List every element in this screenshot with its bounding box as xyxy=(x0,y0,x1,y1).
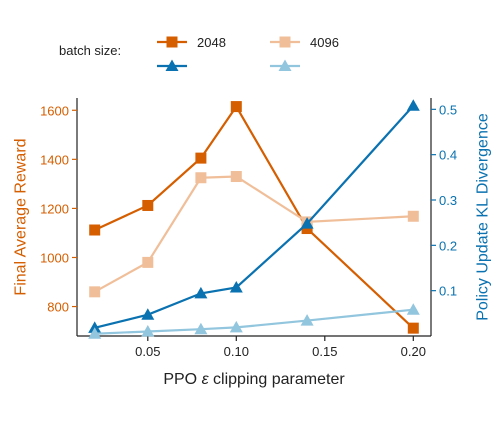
y-left-tick-label: 800 xyxy=(47,300,69,315)
legend-4096-kl-marker xyxy=(278,59,292,71)
series-reward-4096-point xyxy=(142,256,154,268)
series-reward-4096-point xyxy=(195,172,207,184)
series-kl-2048-point xyxy=(88,321,102,333)
series-kl-2048-point xyxy=(141,308,155,320)
series-kl-2048-point xyxy=(229,280,243,293)
legend-label-2048: 2048 xyxy=(197,35,226,50)
series-reward-4096-line xyxy=(94,175,414,293)
y-axis-left-label: Final Average Reward xyxy=(13,138,30,295)
y-left-tick-label: 1600 xyxy=(40,103,69,118)
series-kl-2048-point xyxy=(194,286,208,299)
series-kl-4096-point xyxy=(141,324,155,337)
series-reward-2048-line xyxy=(94,104,415,329)
series-kl-4096-line xyxy=(94,308,414,335)
legend-4096-reward-marker xyxy=(279,36,291,48)
legend: batch size: 2048 4096 xyxy=(59,35,339,71)
y-left-tick-label: 1400 xyxy=(40,152,69,167)
series-reward-2048-point xyxy=(142,199,154,211)
series-reward-4096-point xyxy=(407,210,419,222)
y-left-tick-label: 1200 xyxy=(40,201,69,216)
y-left-tick-label: 1000 xyxy=(40,250,69,265)
series-kl-4096-point xyxy=(88,327,102,339)
series-reward-4096-point xyxy=(230,171,242,183)
legend-label-4096: 4096 xyxy=(310,35,339,50)
series-kl-4096-point xyxy=(406,303,420,315)
series-kl-4096-point xyxy=(300,314,314,326)
x-tick-label: 0.20 xyxy=(401,344,426,359)
y-axis-right-label: Policy Update KL Divergence xyxy=(475,113,492,321)
series-kl-2048-line xyxy=(94,104,415,329)
x-tick-label: 0.10 xyxy=(224,344,249,359)
series-kl-4096-point xyxy=(194,322,208,335)
series-kl-2048-point xyxy=(406,99,420,111)
y-right-tick-label: 0.4 xyxy=(439,148,457,163)
x-tick-label: 0.05 xyxy=(135,344,160,359)
series-reward-2048-point xyxy=(195,152,207,164)
legend-2048-reward-marker xyxy=(166,36,178,48)
y-right-tick-label: 0.5 xyxy=(439,102,457,117)
series-kl-4096-point xyxy=(229,320,243,333)
legend-title: batch size: xyxy=(59,43,121,58)
y-right-tick-label: 0.2 xyxy=(439,238,457,253)
legend-2048-kl-marker xyxy=(165,59,179,71)
y-right-tick-label: 0.1 xyxy=(439,284,457,299)
plot-area: 0.05 0.10 0.15 0.20 800 1000 1200 1400 1600 0.1 0.… xyxy=(40,98,457,359)
series-reward-2048-point xyxy=(89,224,101,236)
series-reward-2048-point xyxy=(230,101,242,113)
series-kl-2048-point xyxy=(300,217,314,229)
series-reward-2048-point xyxy=(407,322,419,334)
x-tick-label: 0.15 xyxy=(312,344,337,359)
series-reward-4096-point xyxy=(89,286,101,298)
x-axis-label: PPO ε clipping parameter xyxy=(163,371,345,388)
y-right-tick-label: 0.3 xyxy=(439,193,457,208)
